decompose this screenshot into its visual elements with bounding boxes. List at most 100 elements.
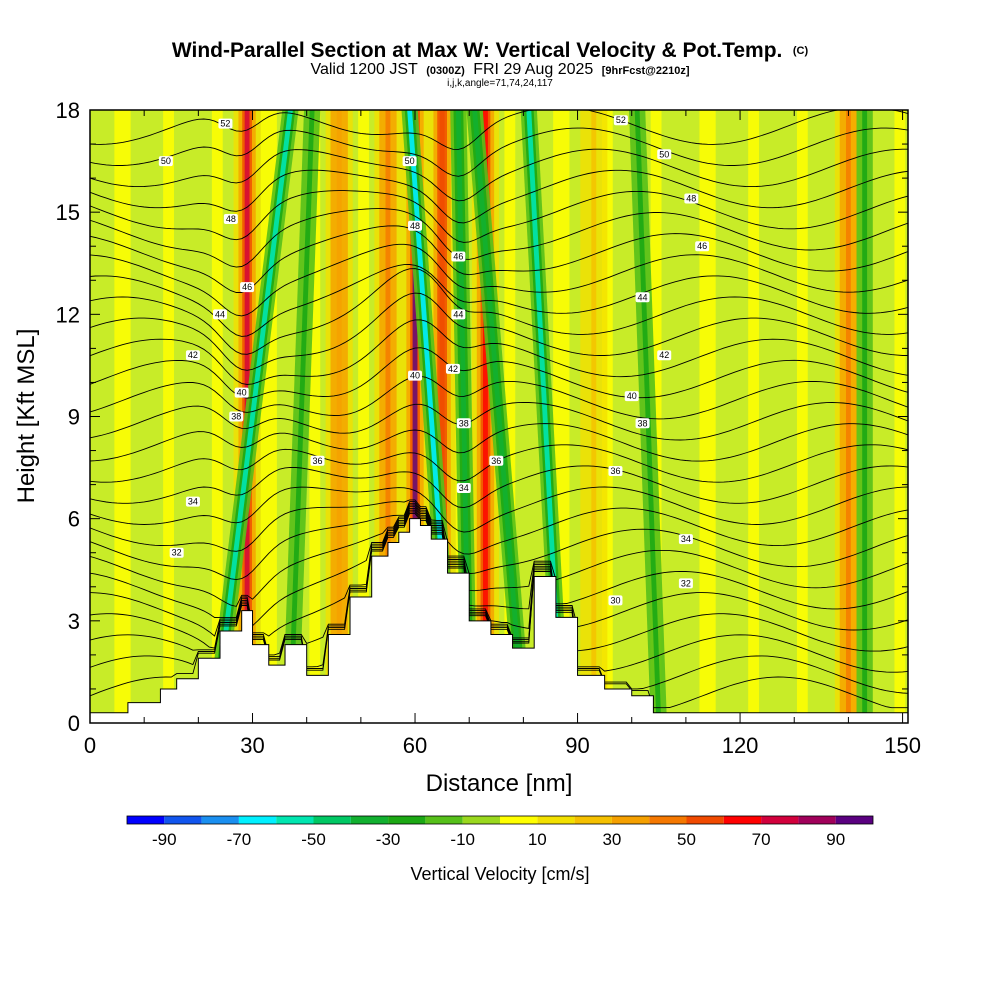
contour-label-text: 30	[610, 595, 620, 605]
contour-label-backdrop	[223, 213, 238, 224]
plot-area: 32 34 36 38 40 42 44 46 48 50 52 50 48 46 44 42 40 38 36 34…	[90, 110, 908, 723]
contour-label-text: 50	[405, 156, 415, 166]
colorbar-tick-label: 10	[528, 830, 547, 849]
contour-label-text: 40	[627, 391, 637, 401]
downdraft-streak	[287, 110, 315, 723]
velocity-band	[285, 110, 296, 723]
colorbar-swatch	[388, 816, 426, 824]
chart-subtitle: Valid 1200 JST (0300Z) FRI 29 Aug 2025 […	[310, 61, 689, 78]
contour-label-backdrop	[185, 496, 200, 507]
downdraft-streak	[212, 110, 293, 723]
colorbar-swatch	[350, 816, 389, 824]
contour-label-backdrop	[234, 387, 249, 398]
contour-label-backdrop	[695, 241, 710, 252]
y-tick-label: 12	[56, 302, 80, 327]
theta-contour-label: 48	[684, 193, 699, 204]
y-tick-label: 3	[68, 609, 80, 634]
theta-contour-line	[90, 127, 908, 177]
velocity-band	[309, 110, 321, 723]
theta-contour-line	[90, 511, 908, 694]
contour-label-backdrop	[408, 370, 423, 381]
contour-label-text: 36	[313, 456, 323, 466]
contour-label-text: 44	[215, 309, 225, 319]
colorbar-swatch	[164, 816, 202, 824]
contour-label-text: 50	[161, 156, 171, 166]
contour-label-backdrop	[678, 578, 693, 589]
contour-label-backdrop	[657, 149, 672, 160]
velocity-band	[650, 110, 662, 723]
theta-contour-label: 50	[402, 156, 417, 167]
velocity-band	[821, 110, 833, 723]
contour-label-text: 38	[638, 418, 648, 428]
colorbar-swatch	[835, 816, 873, 824]
contour-label-backdrop	[657, 350, 672, 361]
colorbar-tick-label: -10	[450, 830, 475, 849]
contour-label-text: 34	[681, 534, 691, 544]
theta-contour-line	[90, 264, 908, 337]
contour-label-text: 32	[172, 548, 182, 558]
theta-contour-line	[90, 502, 908, 607]
contour-label-text: 48	[410, 221, 420, 231]
colorbar-swatch	[761, 816, 799, 824]
contour-label-backdrop	[240, 282, 255, 293]
velocity-band	[772, 110, 789, 723]
theta-contour-line	[90, 148, 908, 202]
colorbar-swatch	[611, 816, 650, 824]
theta-contour-label: 52	[218, 118, 233, 129]
theta-contour-label: 38	[456, 418, 471, 429]
theta-contour-label: 40	[624, 391, 639, 402]
theta-contour-label: 44	[213, 309, 228, 320]
contour-label-text: 52	[220, 119, 230, 129]
theta-contour-line	[90, 375, 908, 420]
contour-label-backdrop	[445, 363, 460, 374]
theta-contour-line	[90, 169, 908, 224]
contour-label-backdrop	[456, 418, 471, 429]
x-tick-label: 120	[722, 733, 759, 758]
theta-contour-line	[90, 243, 908, 317]
theta-contour-label: 36	[489, 455, 504, 466]
colorbar-title: Vertical Velocity [cm/s]	[410, 864, 589, 884]
downdraft-streak	[634, 110, 662, 723]
theta-contour-line	[90, 504, 908, 627]
contour-label-text: 36	[491, 456, 501, 466]
contour-label-backdrop	[218, 118, 233, 129]
velocity-band	[504, 110, 516, 723]
colorbar-swatch	[500, 816, 538, 824]
theta-contour-line	[90, 506, 908, 637]
updraft-plume	[483, 110, 488, 723]
colorbar-swatch	[723, 816, 762, 824]
velocity-field	[90, 110, 906, 723]
theta-contour-line	[90, 347, 908, 399]
chart-section-indices: i,j,k,angle=71,74,24,117	[447, 78, 553, 89]
colorbar-tick-label: 30	[602, 830, 621, 849]
colorbar-tick-label: -90	[152, 830, 177, 849]
theta-contour-label: 44	[635, 292, 650, 303]
colorbar-swatch	[201, 816, 239, 824]
x-tick-label: 90	[565, 733, 589, 758]
theta-contour-label: 32	[678, 578, 693, 589]
velocity-band	[675, 110, 686, 723]
contour-label-text: 34	[188, 497, 198, 507]
y-tick-label: 0	[68, 711, 80, 736]
theta-contour-line	[90, 319, 908, 385]
contour-label-backdrop	[408, 220, 423, 231]
contour-label-text: 52	[616, 115, 626, 125]
theta-contour-label: 30	[608, 595, 623, 606]
velocity-band	[870, 110, 881, 723]
contour-label-text: 42	[448, 364, 458, 374]
contour-label-backdrop	[310, 455, 325, 466]
colorbar-swatch	[425, 816, 463, 824]
theta-contour-line	[90, 423, 908, 462]
contour-label-text: 38	[459, 418, 469, 428]
theta-contour-label: 32	[169, 547, 184, 558]
velocity-band	[748, 110, 760, 723]
velocity-band	[796, 110, 808, 723]
y-tick-label: 6	[68, 507, 80, 532]
theta-contour-label: 42	[185, 350, 200, 361]
colorbar-tick-label: 70	[752, 830, 771, 849]
velocity-band	[187, 110, 204, 723]
velocity-band	[723, 110, 735, 723]
theta-contour-label: 50	[657, 149, 672, 160]
theta-contour-line	[90, 292, 908, 371]
